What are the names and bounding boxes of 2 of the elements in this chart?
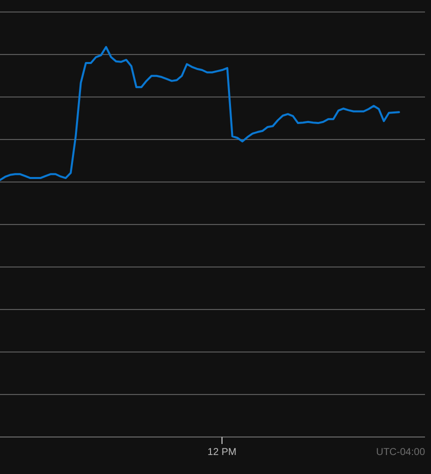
text: 12 PM [208,447,236,458]
text: UTC-04:00 [376,447,426,458]
